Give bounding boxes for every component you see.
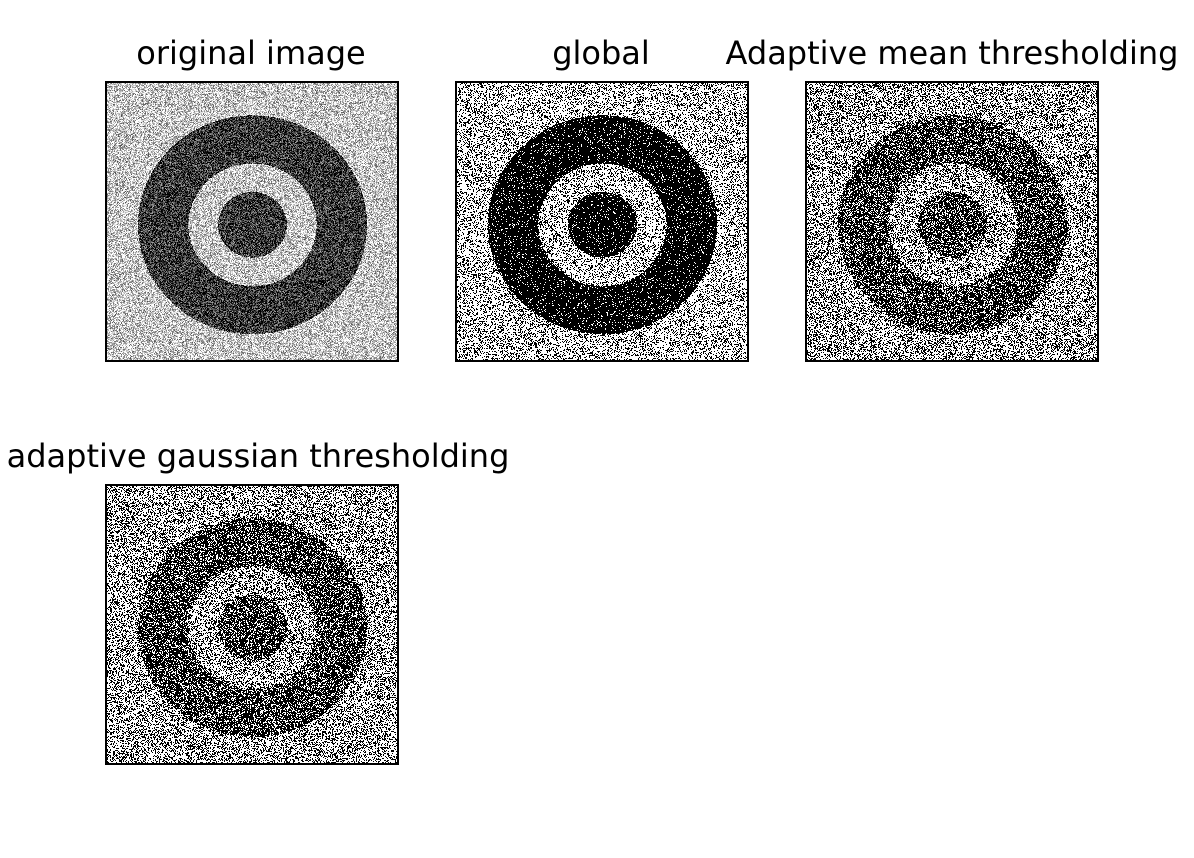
original-image [107, 83, 397, 360]
panel-image-adaptive-gaussian [105, 484, 399, 765]
panel-title-adaptive-gaussian: adaptive gaussian thresholding [6, 437, 510, 475]
global-threshold-image [457, 83, 747, 360]
adaptive-gaussian-threshold-image [107, 486, 397, 763]
panel-title-global: global [552, 34, 650, 72]
panel-image-original [105, 81, 399, 362]
adaptive-mean-threshold-image [807, 83, 1097, 360]
panel-title-adaptive-mean: Adaptive mean thresholding [725, 34, 1179, 72]
panel-image-adaptive-mean [805, 81, 1099, 362]
panel-title-original: original image [136, 34, 366, 72]
panel-image-global [455, 81, 749, 362]
